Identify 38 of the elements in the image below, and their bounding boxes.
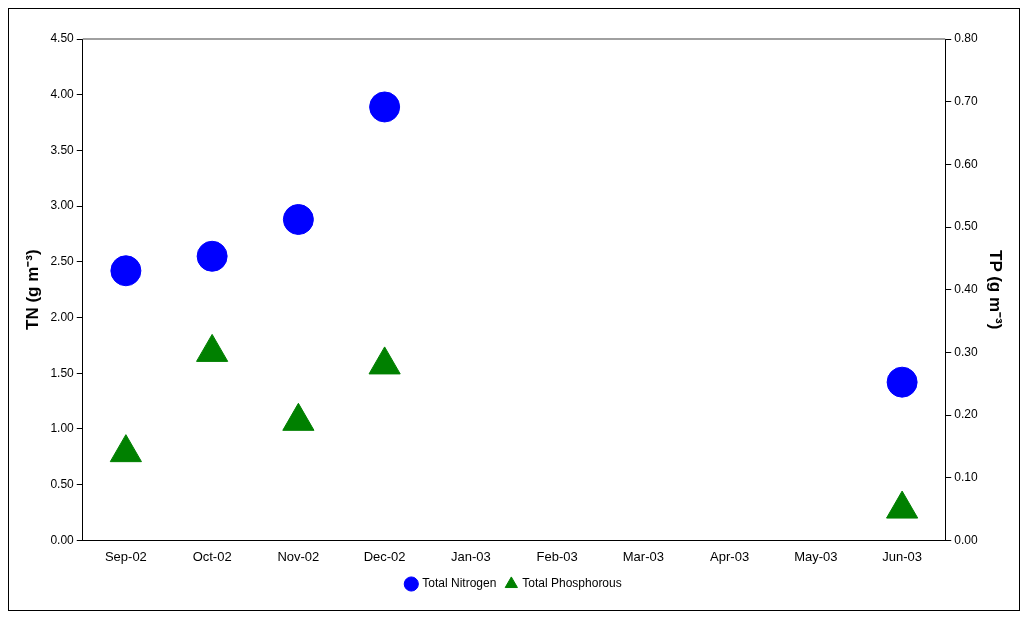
x-tick-label: Mar-03 [622,548,664,564]
y2-tick-label: 0.70 [954,93,978,108]
y-tick-label: 2.00 [50,309,75,324]
x-tick-label: Feb-03 [536,548,578,564]
point [196,240,228,272]
point [369,91,401,123]
x-tick-label: Apr-03 [710,548,750,564]
point [886,366,918,398]
y2-tick-label: 0.40 [954,282,978,297]
x-tick-label: Jan-03 [451,548,491,564]
point [110,255,142,287]
y-tick-label: 1.50 [50,365,75,380]
y2-axis-title: TP (g m⁻³) [986,250,1006,330]
y-tick-label: 2.50 [50,254,75,269]
y-tick-label: 3.00 [50,198,75,213]
y2-tick-label: 0.80 [954,31,978,46]
point [282,204,314,235]
y2-tick-label: 0.00 [954,532,978,547]
y2-tick-label: 0.20 [954,407,978,422]
legend-label: Total Phosphorous [522,576,622,591]
x-tick-label: Dec-02 [363,548,406,564]
legend-label: Total Nitrogen [422,576,497,591]
y2-tick-label: 0.50 [954,219,978,234]
x-tick-label: Jun-03 [882,548,922,564]
y-tick-label: 0.50 [50,477,75,491]
y-tick-label: 3.50 [50,142,75,157]
x-tick-label: May-03 [794,548,838,564]
y-axis-title: TN (g m⁻³) [22,249,42,330]
x-tick-label: Oct-02 [192,548,232,564]
y2-tick-label: 0.60 [954,156,978,171]
y2-tick-label: 0.10 [954,470,978,485]
y2-tick-label: 0.30 [954,344,978,359]
x-tick-label: Nov-02 [277,548,320,564]
y-tick-label: 4.00 [50,87,75,102]
y-tick-label: 4.50 [50,31,75,46]
x-tick-label: Sep-02 [104,548,147,564]
y-tick-label: 1.00 [50,421,75,436]
y-tick-label: 0.00 [50,532,75,547]
